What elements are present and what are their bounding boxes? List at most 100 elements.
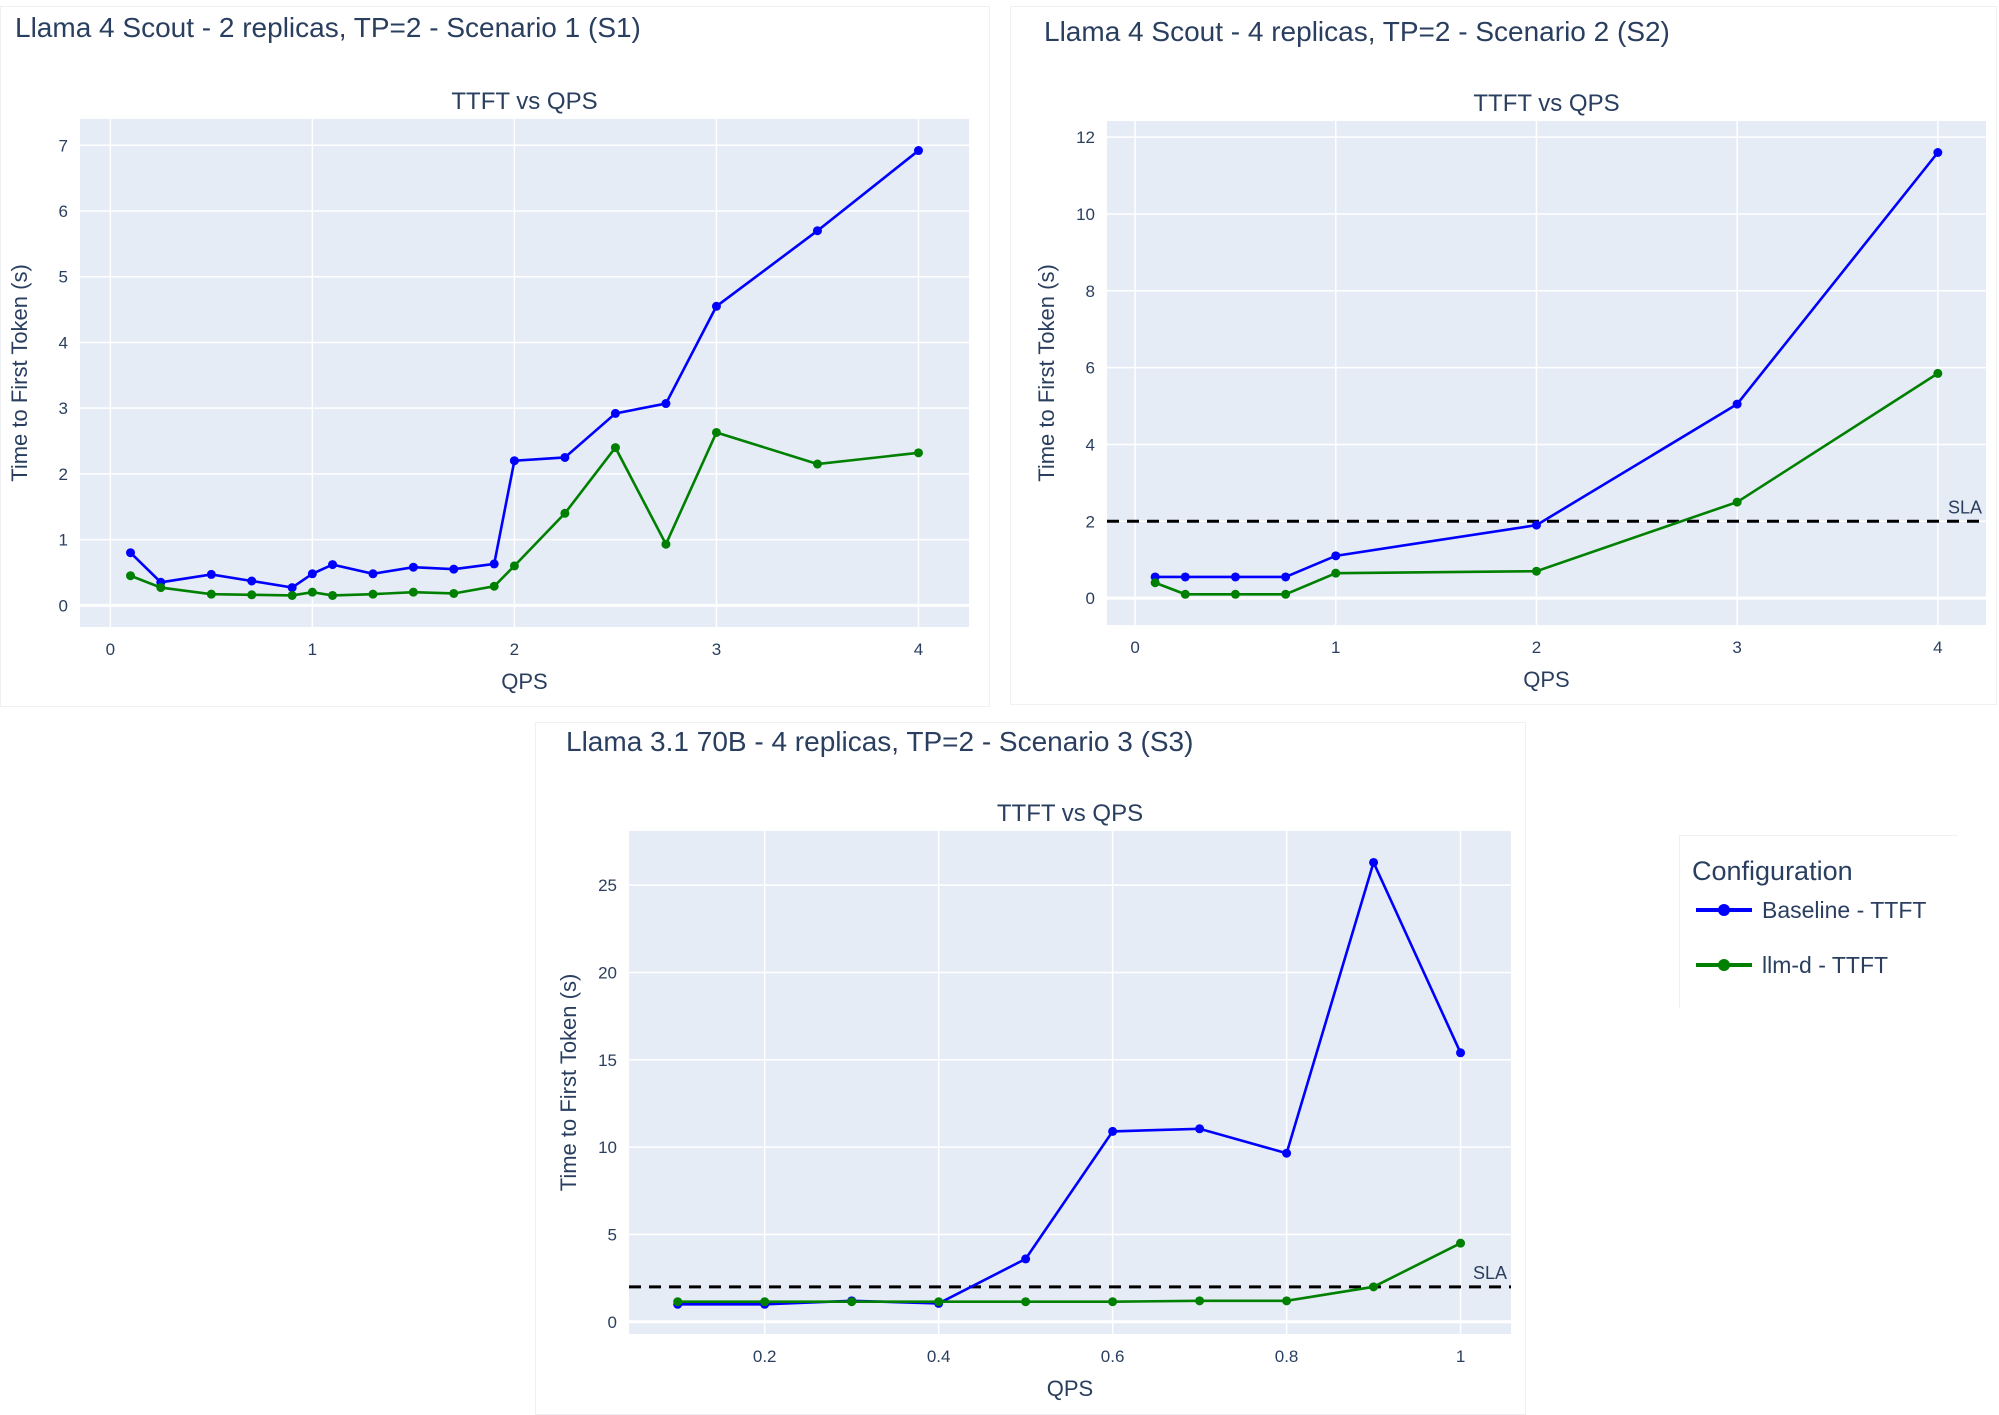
data-point[interactable]: [126, 571, 136, 581]
data-point[interactable]: [509, 561, 519, 571]
data-point[interactable]: [847, 1297, 857, 1307]
data-point[interactable]: [307, 587, 317, 597]
plot-area: [80, 119, 969, 627]
series-line: [1155, 151, 1939, 579]
data-point[interactable]: [1180, 572, 1190, 582]
x-tick-label: 4: [914, 640, 923, 659]
series-line: [1154, 372, 1939, 596]
data-point[interactable]: [1933, 368, 1943, 378]
data-point[interactable]: [287, 590, 297, 600]
series-line: [677, 1242, 1462, 1303]
data-point[interactable]: [661, 539, 671, 549]
data-point[interactable]: [1732, 399, 1742, 409]
data-point[interactable]: [1456, 1048, 1466, 1058]
legend: Configuration Baseline - TTFT llm-d - TT…: [1679, 835, 1958, 1008]
y-tick-label: 10: [1076, 205, 1095, 224]
plot-area: [1107, 121, 1986, 625]
data-point[interactable]: [913, 448, 923, 458]
data-point[interactable]: [673, 1297, 683, 1307]
y-tick-label: 20: [598, 963, 617, 982]
data-point[interactable]: [711, 427, 721, 437]
data-point[interactable]: [287, 583, 297, 593]
y-tick-label: 4: [1086, 435, 1095, 454]
data-point[interactable]: [934, 1297, 944, 1307]
data-point[interactable]: [126, 548, 136, 558]
data-point[interactable]: [812, 226, 822, 236]
data-point[interactable]: [610, 443, 620, 453]
data-point[interactable]: [1933, 148, 1943, 157]
data-point[interactable]: [509, 456, 519, 466]
data-point[interactable]: [560, 452, 570, 462]
series-llmd: [673, 1238, 1466, 1307]
x-axis-label: QPS: [501, 669, 547, 694]
legend-title: Configuration: [1692, 856, 1853, 886]
data-point[interactable]: [1282, 1148, 1292, 1158]
data-point[interactable]: [156, 583, 166, 593]
chart-1: 0 1 2 3 4 0 1 2 3 4 5 6 7 TTFT vs QPS QPS Time to First…: [7, 88, 969, 694]
data-point[interactable]: [449, 564, 459, 574]
data-point[interactable]: [328, 560, 338, 570]
panel-title-s1: Llama 4 Scout - 2 replicas, TP=2 - Scena…: [15, 12, 641, 43]
data-point[interactable]: [1369, 1282, 1379, 1292]
data-point[interactable]: [1195, 1296, 1205, 1306]
data-point[interactable]: [812, 459, 822, 469]
series-line: [130, 430, 919, 597]
data-point[interactable]: [1281, 589, 1291, 599]
data-point[interactable]: [247, 576, 257, 586]
data-point[interactable]: [661, 399, 671, 409]
legend-item-baseline[interactable]: Baseline - TTFT: [1696, 895, 1926, 925]
data-point[interactable]: [489, 581, 499, 591]
data-point[interactable]: [328, 590, 338, 600]
data-point[interactable]: [1021, 1254, 1031, 1264]
x-tick-label: 1: [308, 640, 317, 659]
data-point[interactable]: [610, 408, 620, 418]
x-tick-label: 2: [510, 640, 519, 659]
y-tick-label: 10: [598, 1138, 617, 1157]
data-point[interactable]: [408, 562, 418, 572]
data-point[interactable]: [1531, 566, 1541, 576]
x-tick-label: 3: [1732, 638, 1741, 657]
data-point[interactable]: [368, 569, 378, 579]
data-point[interactable]: [368, 589, 378, 599]
y-tick-label: 25: [598, 876, 617, 895]
panel-title-s2: Llama 4 Scout - 4 replicas, TP=2 - Scena…: [1044, 16, 1670, 47]
y-tick-label: 0: [608, 1313, 617, 1332]
data-point[interactable]: [1456, 1238, 1466, 1248]
data-point[interactable]: [1331, 568, 1341, 578]
data-point[interactable]: [913, 146, 923, 156]
data-point[interactable]: [1331, 551, 1341, 561]
data-point[interactable]: [408, 587, 418, 597]
data-point[interactable]: [560, 508, 570, 518]
data-point[interactable]: [1195, 1124, 1205, 1134]
data-point[interactable]: [206, 569, 216, 579]
data-point[interactable]: [1732, 497, 1742, 507]
data-point[interactable]: [1282, 1296, 1292, 1306]
data-point[interactable]: [1021, 1297, 1031, 1307]
data-point[interactable]: [1150, 578, 1160, 588]
data-point[interactable]: [1108, 1297, 1118, 1307]
x-axis-label: QPS: [1047, 1376, 1093, 1401]
x-tick-label: 0.6: [1101, 1347, 1125, 1366]
data-point[interactable]: [1281, 572, 1291, 582]
data-point[interactable]: [489, 559, 499, 569]
data-point[interactable]: [1230, 589, 1240, 599]
x-tick-label: 0: [1130, 638, 1139, 657]
data-point[interactable]: [1531, 520, 1541, 530]
legend-item-llmd[interactable]: llm-d - TTFT: [1696, 950, 1888, 980]
data-point[interactable]: [1230, 572, 1240, 582]
y-tick-label: 1: [59, 531, 68, 550]
data-point[interactable]: [760, 1297, 770, 1307]
x-tick-label: 0.8: [1275, 1347, 1299, 1366]
data-point[interactable]: [247, 590, 257, 600]
data-point[interactable]: [1180, 589, 1190, 599]
x-tick-label: 1: [1331, 638, 1340, 657]
data-point[interactable]: [449, 588, 459, 598]
data-point[interactable]: [711, 301, 721, 311]
data-point[interactable]: [307, 569, 317, 579]
data-point[interactable]: [206, 589, 216, 599]
data-point[interactable]: [1369, 857, 1379, 867]
panel-title-s3: Llama 3.1 70B - 4 replicas, TP=2 - Scena…: [566, 726, 1194, 757]
data-point[interactable]: [1108, 1126, 1118, 1136]
